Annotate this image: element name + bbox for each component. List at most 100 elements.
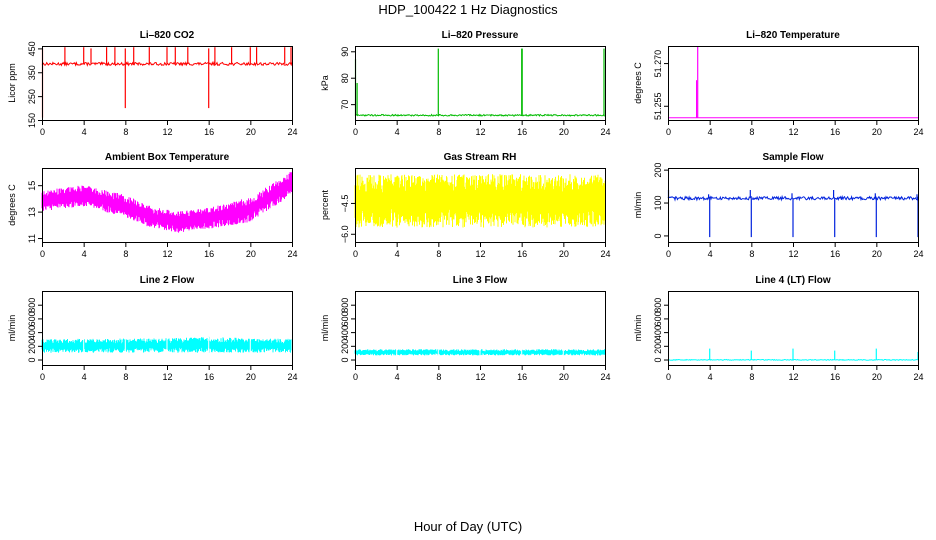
- x-tick-label: 24: [287, 372, 297, 382]
- x-tick-label: 8: [123, 127, 128, 137]
- x-tick-label: 20: [559, 249, 569, 259]
- x-tick-label: 4: [708, 249, 713, 259]
- y-tick-label: 400: [653, 325, 663, 340]
- x-tick-label: 20: [559, 127, 569, 137]
- x-tick-label: 0: [666, 127, 671, 137]
- x-tick-label: 8: [749, 249, 754, 259]
- x-tick-label: 24: [287, 249, 297, 259]
- panel-title: Li–820 Temperature: [746, 30, 840, 41]
- x-tick-label: 20: [872, 127, 882, 137]
- y-axis-label: ml/min: [320, 315, 330, 342]
- x-tick-label: 0: [666, 372, 671, 382]
- x-tick-label: 12: [788, 249, 798, 259]
- plot-frame: [668, 46, 919, 121]
- y-axis-label: ml/min: [633, 192, 643, 219]
- x-tick-label: 4: [82, 127, 87, 137]
- x-tick-label: 20: [246, 127, 256, 137]
- x-tick-label: 8: [123, 372, 128, 382]
- x-tick-label: 4: [708, 372, 713, 382]
- x-tick-label: 24: [913, 127, 923, 137]
- y-tick-label: 0: [340, 358, 350, 363]
- x-tick-label: 0: [40, 249, 45, 259]
- chart-panel: Sample Flow 0 4 8 12 16 20 24 0 100 200 ml/min: [633, 152, 924, 259]
- chart-panel: Gas Stream RH 0 4 8 12 16 20 24 −6.0 −4.5 percent: [320, 152, 611, 259]
- x-tick-label: 12: [788, 372, 798, 382]
- x-tick-label: 20: [246, 372, 256, 382]
- x-tick-label: 0: [353, 249, 358, 259]
- x-tick-label: 4: [708, 127, 713, 137]
- x-tick-label: 24: [600, 372, 610, 382]
- x-tick-label: 0: [40, 372, 45, 382]
- chart-panel: Li–820 Pressure 0 4 8 12 16 20 24 70 80 90 kPa: [320, 30, 611, 137]
- panel-title: Line 4 (LT) Flow: [755, 275, 831, 286]
- y-tick-label: 80: [340, 73, 350, 83]
- x-tick-label: 16: [830, 372, 840, 382]
- y-tick-label: 0: [653, 358, 663, 363]
- x-tick-label: 4: [395, 249, 400, 259]
- y-tick-label: 400: [340, 325, 350, 340]
- chart-panel: Ambient Box Temperature 0 4 8 12 16 20 24 11 13 15…: [7, 152, 298, 259]
- y-tick-label: 400: [27, 325, 37, 340]
- x-tick-label: 12: [475, 249, 485, 259]
- y-tick-label: 250: [27, 89, 37, 104]
- y-tick-label: 450: [27, 41, 37, 56]
- x-tick-label: 0: [353, 127, 358, 137]
- y-tick-label: 51.255: [653, 93, 663, 121]
- x-tick-label: 4: [82, 249, 87, 259]
- x-tick-label: 24: [913, 372, 923, 382]
- x-tick-label: 16: [204, 127, 214, 137]
- x-tick-label: 20: [872, 249, 882, 259]
- y-axis-label: ml/min: [633, 315, 643, 342]
- y-axis-label: degrees C: [7, 184, 17, 226]
- y-tick-label: 0: [653, 233, 663, 238]
- panel-title: Sample Flow: [762, 152, 823, 163]
- x-tick-label: 12: [475, 127, 485, 137]
- plot-frame: [42, 291, 293, 366]
- y-tick-label: 600: [27, 311, 37, 326]
- chart-panel: Li–820 Temperature 0 4 8 12 16 20 24 51.255 51.27…: [633, 30, 924, 137]
- y-tick-label: 200: [653, 339, 663, 354]
- x-tick-label: 12: [162, 127, 172, 137]
- y-tick-label: 13: [27, 207, 37, 217]
- y-tick-label: 350: [27, 65, 37, 80]
- y-tick-label: 200: [653, 163, 663, 178]
- x-tick-label: 24: [913, 249, 923, 259]
- x-tick-label: 16: [517, 249, 527, 259]
- y-axis-label: ml/min: [7, 315, 17, 342]
- x-tick-label: 20: [246, 249, 256, 259]
- figure-title: HDP_100422 1 Hz Diagnostics: [378, 2, 558, 17]
- x-tick-label: 8: [749, 372, 754, 382]
- x-tick-label: 24: [600, 249, 610, 259]
- y-axis-label: Licor ppm: [7, 63, 17, 103]
- figure-xlabel: Hour of Day (UTC): [414, 519, 522, 534]
- x-tick-label: 12: [162, 249, 172, 259]
- x-tick-label: 12: [162, 372, 172, 382]
- chart-panel: Line 4 (LT) Flow 0 4 8 12 16 20 24 0 200400600800…: [633, 275, 924, 382]
- x-tick-label: 4: [395, 372, 400, 382]
- y-tick-label: 800: [340, 298, 350, 313]
- panel-title: Li–820 CO2: [140, 30, 195, 41]
- panel-title: Line 2 Flow: [140, 275, 195, 286]
- x-tick-label: 8: [749, 127, 754, 137]
- y-tick-label: 51.270: [653, 50, 663, 78]
- y-tick-label: 200: [340, 339, 350, 354]
- x-tick-label: 16: [517, 127, 527, 137]
- y-axis-label: percent: [320, 189, 330, 220]
- x-tick-label: 4: [395, 127, 400, 137]
- x-tick-label: 8: [436, 249, 441, 259]
- x-tick-label: 20: [559, 372, 569, 382]
- x-tick-label: 24: [600, 127, 610, 137]
- series-line: [354, 113, 606, 117]
- y-tick-label: 90: [340, 47, 350, 57]
- y-tick-label: 600: [653, 311, 663, 326]
- x-tick-label: 12: [788, 127, 798, 137]
- y-tick-label: 800: [653, 298, 663, 313]
- x-tick-label: 4: [82, 372, 87, 382]
- series-band: [41, 172, 293, 233]
- x-tick-label: 16: [204, 372, 214, 382]
- y-tick-label: −6.0: [340, 225, 350, 243]
- y-axis-label: degrees C: [633, 62, 643, 104]
